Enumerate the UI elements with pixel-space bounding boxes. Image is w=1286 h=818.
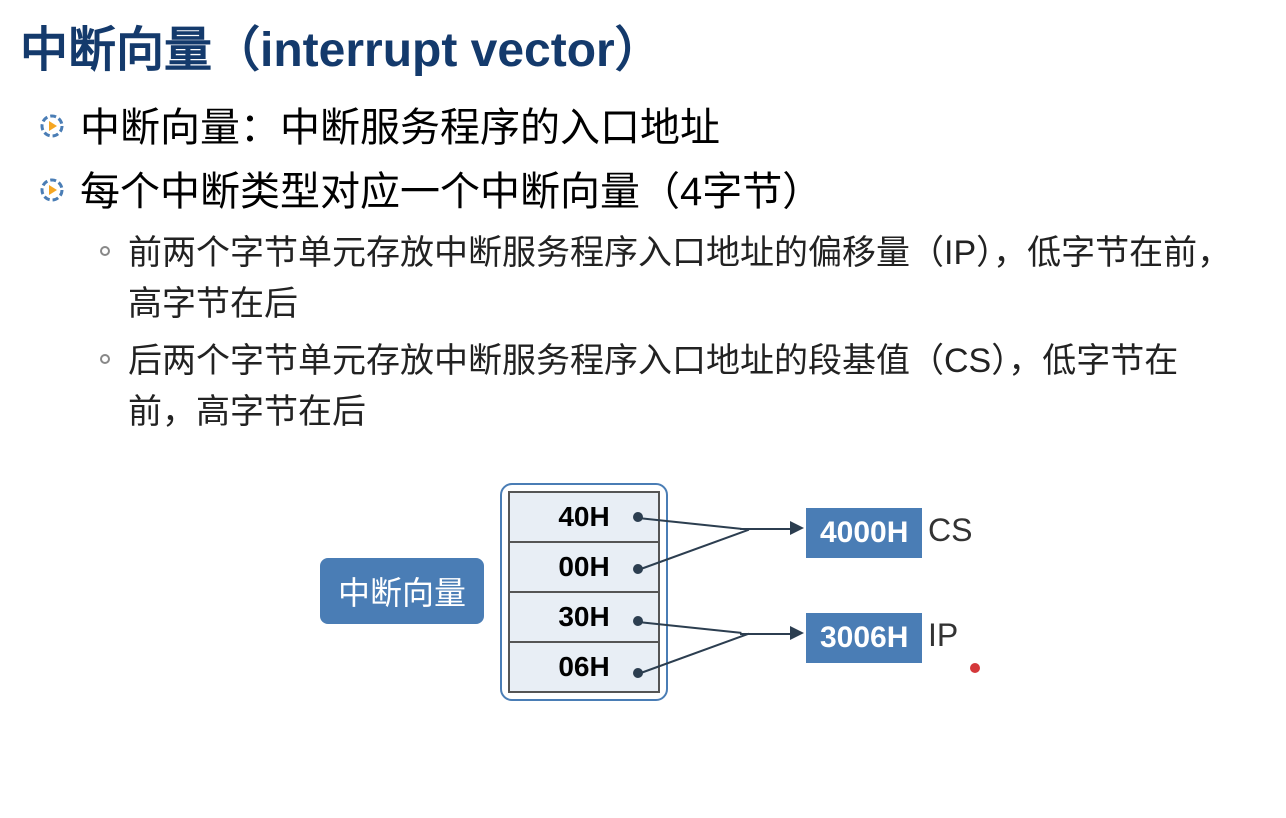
bullet-main-2: 每个中断类型对应一个中断向量（4字节）	[40, 164, 1246, 220]
sub-bullet-1: 前两个字节单元存放中断服务程序入口地址的偏移量（IP），低字节在前，高字节在后	[100, 228, 1246, 330]
arrow-icon	[790, 626, 804, 640]
ip-result-box: 3006H	[806, 613, 922, 663]
sub-bullet-2: 后两个字节单元存放中断服务程序入口地址的段基值（CS），低字节在前，高字节在后	[100, 336, 1246, 438]
sub-text-1: 前两个字节单元存放中断服务程序入口地址的偏移量（IP），低字节在前，高字节在后	[128, 228, 1246, 330]
interrupt-vector-diagram: 中断向量 40H 00H 30H 06H 4000H CS 3006H IP	[40, 468, 1246, 738]
bullet-text-2: 每个中断类型对应一个中断向量（4字节）	[80, 164, 822, 220]
bullet-main-1: 中断向量：中断服务程序的入口地址	[40, 100, 1246, 156]
bullet-text-1: 中断向量：中断服务程序的入口地址	[80, 100, 720, 156]
laser-pointer-icon	[970, 663, 980, 673]
sub-text-2: 后两个字节单元存放中断服务程序入口地址的段基值（CS），低字节在前，高字节在后	[128, 336, 1246, 438]
content-area: 中断向量：中断服务程序的入口地址 每个中断类型对应一个中断向量（4字节） 前两个…	[0, 100, 1286, 738]
ip-label: IP	[928, 617, 958, 654]
sub-bullet-icon	[100, 354, 110, 364]
mem-cell-3: 06H	[509, 642, 659, 692]
slide-title: 中断向量（interrupt vector）	[0, 0, 1286, 100]
bullet-icon	[40, 178, 64, 202]
vector-label-box: 中断向量	[320, 558, 484, 624]
cs-label: CS	[928, 512, 972, 549]
sub-bullet-list: 前两个字节单元存放中断服务程序入口地址的偏移量（IP），低字节在前，高字节在后 …	[100, 228, 1246, 438]
sub-bullet-icon	[100, 246, 110, 256]
connector-line	[740, 528, 790, 530]
connector-line	[740, 633, 790, 635]
arrow-icon	[790, 521, 804, 535]
bullet-icon	[40, 114, 64, 138]
cs-result-box: 4000H	[806, 508, 922, 558]
